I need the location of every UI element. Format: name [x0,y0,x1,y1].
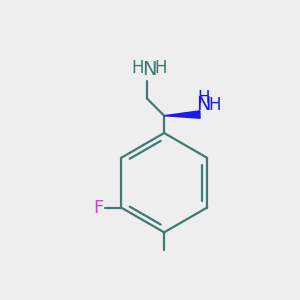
Polygon shape [164,111,200,118]
Text: F: F [93,199,103,217]
Text: H: H [154,59,167,77]
Text: N: N [196,95,210,114]
Text: H: H [197,89,209,107]
Text: H: H [208,96,221,114]
Text: N: N [142,60,156,79]
Text: H: H [131,59,144,77]
